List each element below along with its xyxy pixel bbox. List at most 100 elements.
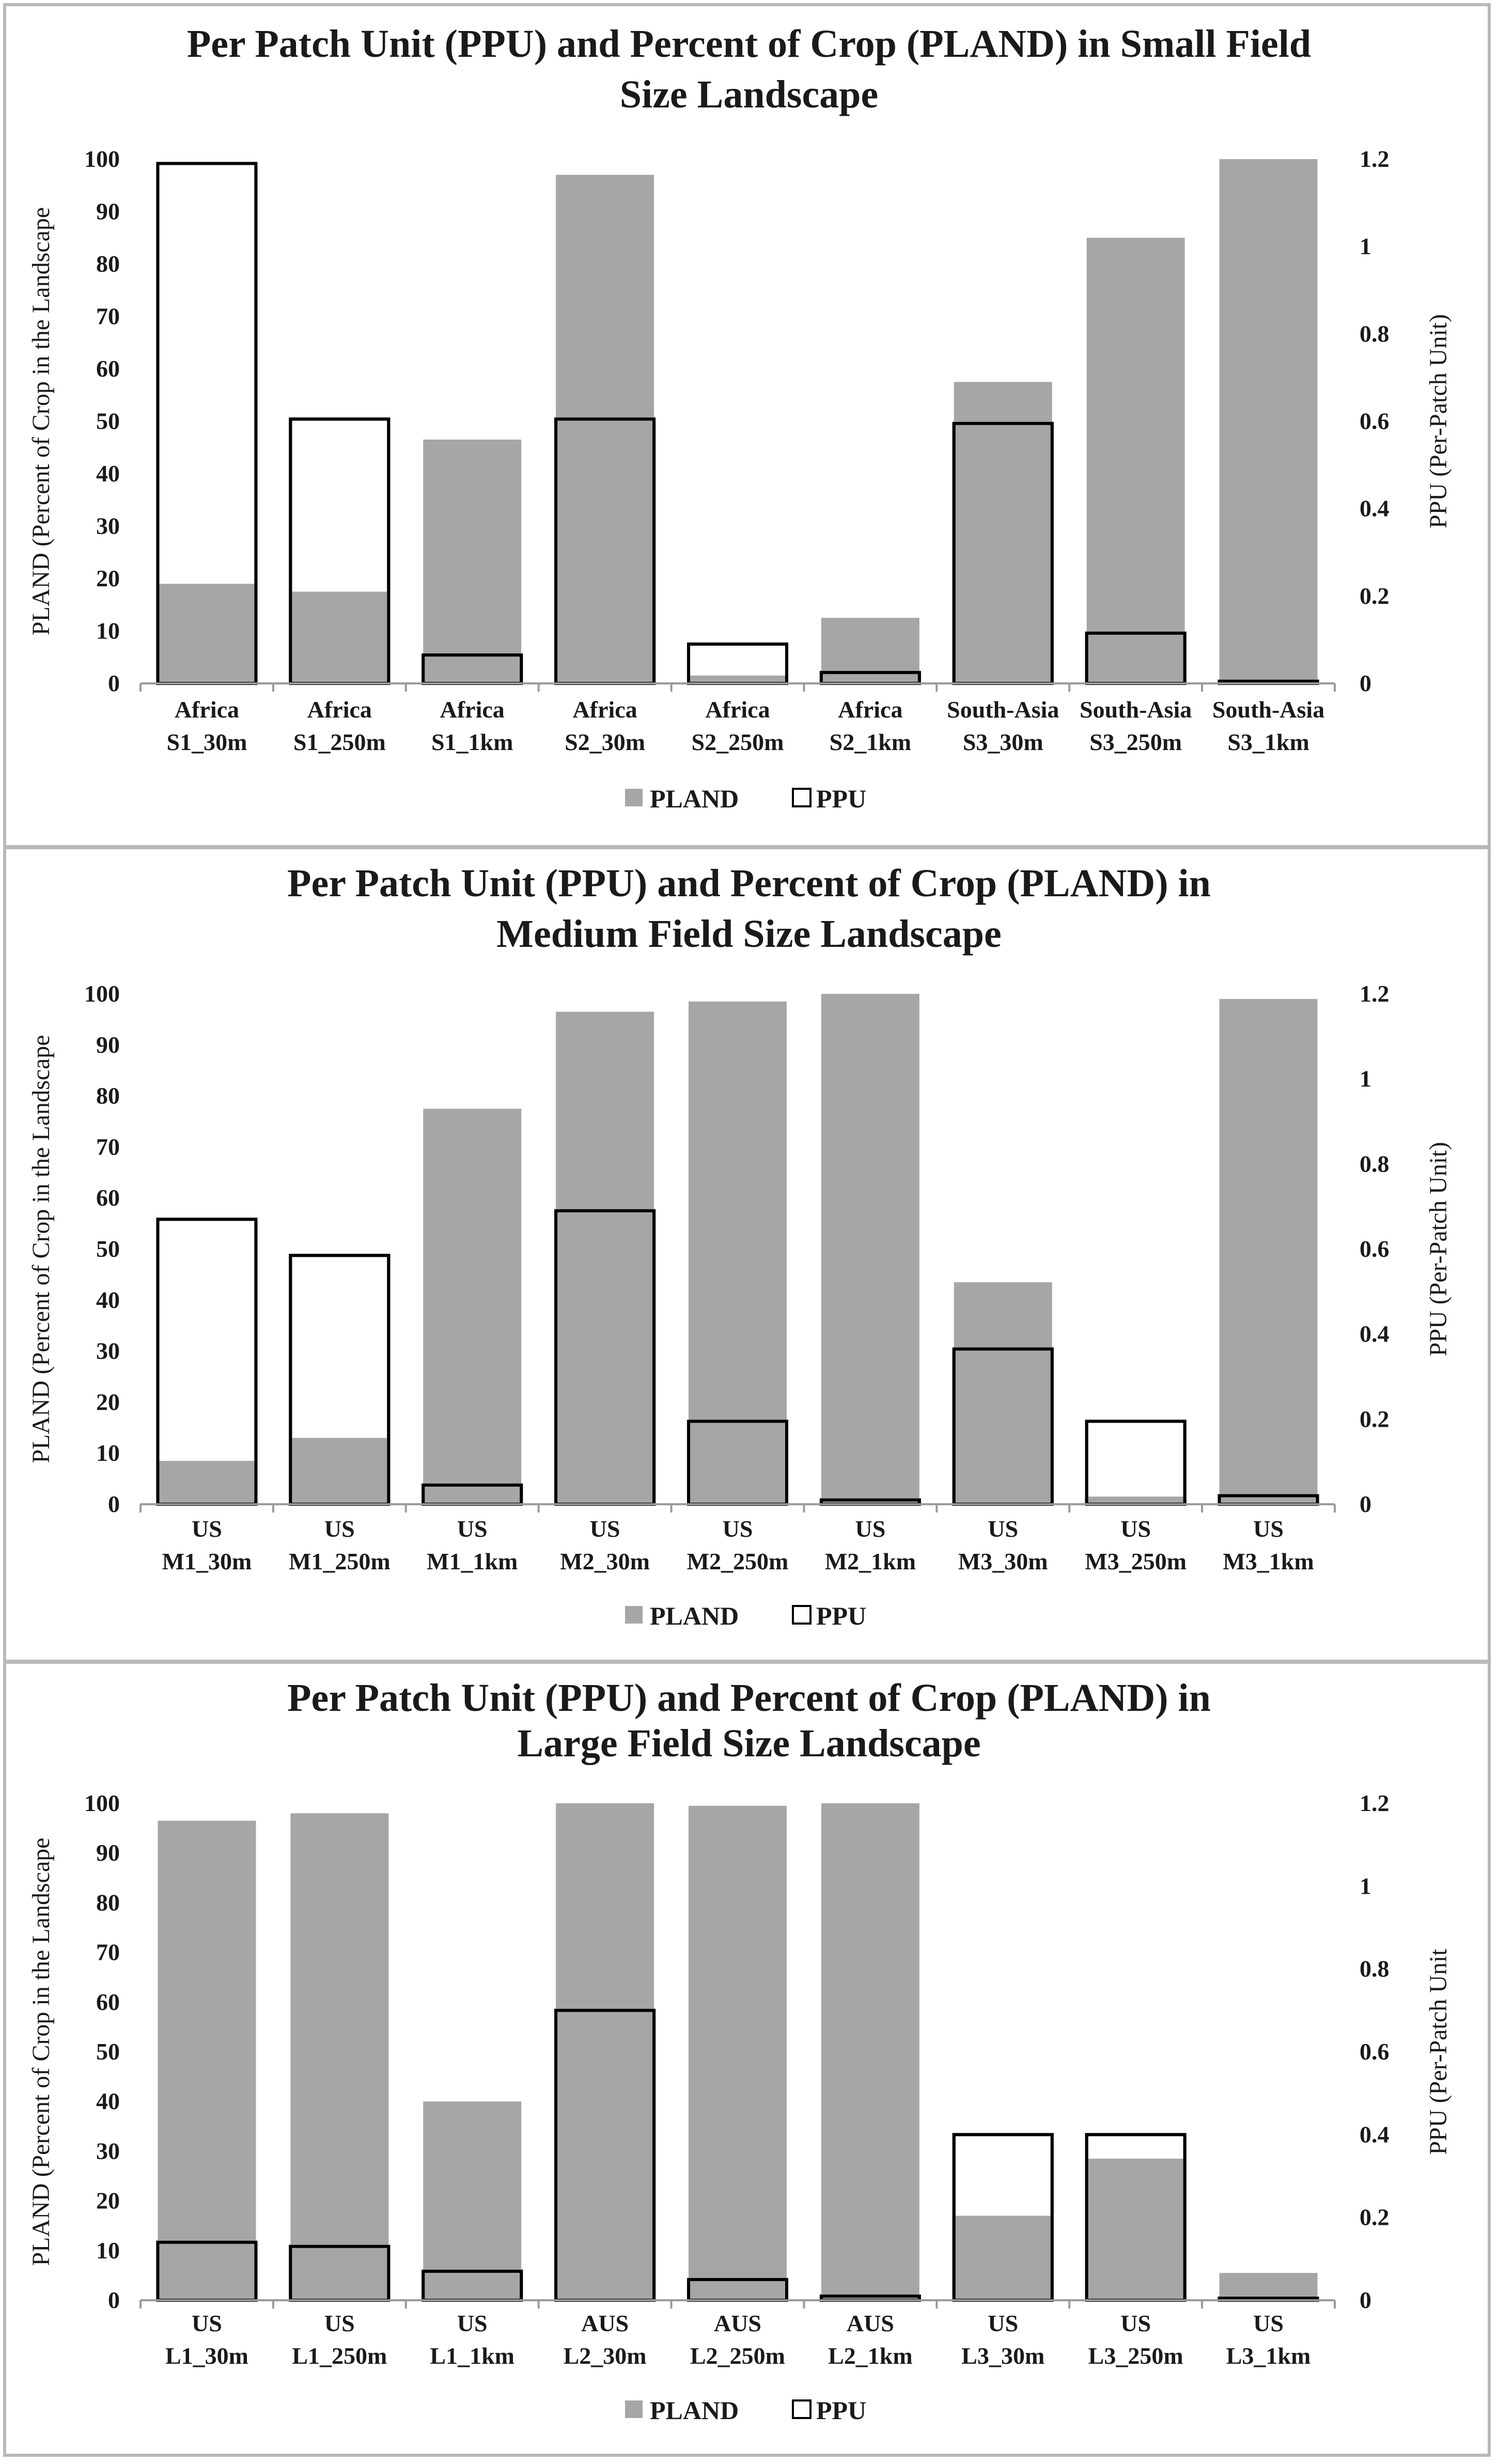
y-tick-label: 60 (96, 355, 120, 382)
bar-pland (556, 175, 654, 683)
y-tick-label: 30 (96, 513, 120, 539)
legend-swatch-pland (625, 1606, 643, 1624)
x-tick-label: US (590, 1516, 620, 1542)
legend-swatch-pland (625, 789, 643, 806)
y-tick-label: 50 (96, 2038, 120, 2065)
x-tick-label: US (855, 1516, 885, 1542)
x-tick-label: L1_1km (430, 2343, 514, 2369)
bar-pland (1219, 999, 1318, 1504)
y2-tick-label: 1.2 (1360, 1790, 1390, 1816)
y-tick-label: 20 (96, 2188, 120, 2214)
x-tick-label: L3_250m (1088, 2343, 1183, 2369)
y-tick-label: 80 (96, 1083, 120, 1109)
x-tick-label: S2_250m (692, 729, 784, 755)
y2-tick-label: 0.4 (1360, 495, 1390, 522)
y2-tick-label: 0.4 (1360, 1321, 1390, 1347)
y-tick-label: 90 (96, 1032, 120, 1058)
y2-tick-label: 0.2 (1360, 583, 1390, 609)
bar-pland (423, 440, 522, 683)
bar-pland (689, 675, 787, 683)
y-tick-label: 40 (96, 2088, 120, 2114)
bar-pland (1086, 2158, 1185, 2300)
y-tick-label: 100 (84, 146, 120, 172)
x-tick-label: US (988, 2310, 1018, 2336)
y-tick-label: 40 (96, 1287, 120, 1313)
y-tick-label: 80 (96, 251, 120, 277)
x-tick-label: US (723, 1516, 753, 1542)
legend-label-ppu: PPU (816, 784, 866, 813)
x-tick-label: South-Asia (947, 696, 1059, 723)
y-tick-label: 70 (96, 1133, 120, 1160)
bar-pland (556, 1803, 654, 2300)
y-tick-label: 10 (96, 1440, 120, 1466)
chart-title: Large Field Size Landscape (517, 1722, 980, 1765)
y2-tick-label: 0.8 (1360, 1956, 1390, 1982)
bar-pland (556, 1011, 654, 1504)
x-tick-label: US (1120, 2310, 1151, 2336)
y2-tick-label: 0.6 (1360, 2038, 1390, 2065)
y-tick-label: 50 (96, 1236, 120, 1262)
chart-panel-1: Per Patch Unit (PPU) and Percent of Crop… (6, 22, 1489, 849)
y2-tick-label: 0.6 (1360, 1236, 1390, 1262)
y-tick-label: 40 (96, 460, 120, 487)
y-tick-label: 70 (96, 303, 120, 330)
y-tick-label: 90 (96, 1839, 120, 1866)
x-tick-label: L3_1km (1226, 2343, 1311, 2369)
x-tick-label: M2_250m (687, 1548, 789, 1574)
y2-tick-label: 0.2 (1360, 1406, 1390, 1432)
y-tick-label: 10 (96, 618, 120, 644)
y-tick-label: 50 (96, 408, 120, 434)
y2-tick-label: 1 (1360, 1873, 1371, 1899)
legend-label-pland: PLAND (650, 2396, 739, 2425)
bar-pland (821, 994, 919, 1504)
x-tick-label: L3_30m (961, 2343, 1044, 2369)
legend-swatch-ppu (792, 1605, 812, 1625)
bar-pland (1086, 238, 1185, 683)
x-tick-label: Africa (838, 696, 902, 723)
x-tick-label: S1_1km (431, 729, 513, 755)
legend-label-ppu: PPU (816, 2396, 866, 2425)
legend: PLAND PPU (625, 784, 866, 813)
x-tick-label: S2_1km (830, 729, 911, 755)
x-tick-label: Africa (705, 696, 770, 723)
x-tick-label: S3_1km (1227, 729, 1309, 755)
bar-pland (290, 1438, 389, 1504)
x-tick-label: S3_30m (963, 729, 1043, 755)
bar-pland (1219, 159, 1318, 683)
y-axis-label: PLAND (Percent of Crop in the Landscape (27, 1837, 55, 2266)
chart-title: Medium Field Size Landscape (496, 912, 1001, 956)
bar-pland (954, 382, 1052, 683)
x-tick-label: South-Asia (1212, 696, 1324, 723)
x-tick-label: L1_30m (165, 2343, 248, 2369)
chart-panel-3: Per Patch Unit (PPU) and Percent of Crop… (27, 1676, 1452, 2425)
x-tick-label: M1_1km (427, 1548, 518, 1574)
x-tick-label: US (988, 1516, 1018, 1542)
x-tick-label: S1_250m (293, 729, 386, 755)
y-tick-label: 60 (96, 1184, 120, 1211)
x-tick-label: M2_30m (560, 1548, 650, 1574)
y-tick-label: 20 (96, 565, 120, 591)
chart-title: Per Patch Unit (PPU) and Percent of Crop… (187, 22, 1311, 66)
bar-pland (158, 1820, 256, 2300)
bar-pland (290, 591, 389, 683)
y2-tick-label: 1.2 (1360, 980, 1390, 1007)
y-axis-label: PLAND (Percent of Crop in the Landscape (27, 207, 55, 635)
x-tick-label: Africa (573, 696, 637, 723)
y-tick-label: 100 (84, 980, 120, 1007)
y2-tick-label: 0.6 (1360, 408, 1390, 434)
y-tick-label: 60 (96, 1989, 120, 2015)
x-tick-label: L2_1km (828, 2343, 913, 2369)
y2-axis-label: PPU (Per-Patch Unit (1425, 1948, 1452, 2155)
bar-pland (954, 1282, 1052, 1504)
x-tick-label: AUS (847, 2310, 894, 2336)
y-tick-label: 30 (96, 2138, 120, 2164)
y-tick-label: 100 (84, 1790, 120, 1816)
bar-pland (158, 1461, 256, 1504)
x-tick-label: US (324, 1516, 355, 1542)
x-tick-label: US (1120, 1516, 1151, 1542)
x-tick-label: Africa (175, 696, 239, 723)
y-axis-label: PLAND (Percent of Crop in the Landscape (27, 1035, 55, 1463)
y2-axis-label: PPU (Per-Patch Unit) (1425, 314, 1452, 528)
